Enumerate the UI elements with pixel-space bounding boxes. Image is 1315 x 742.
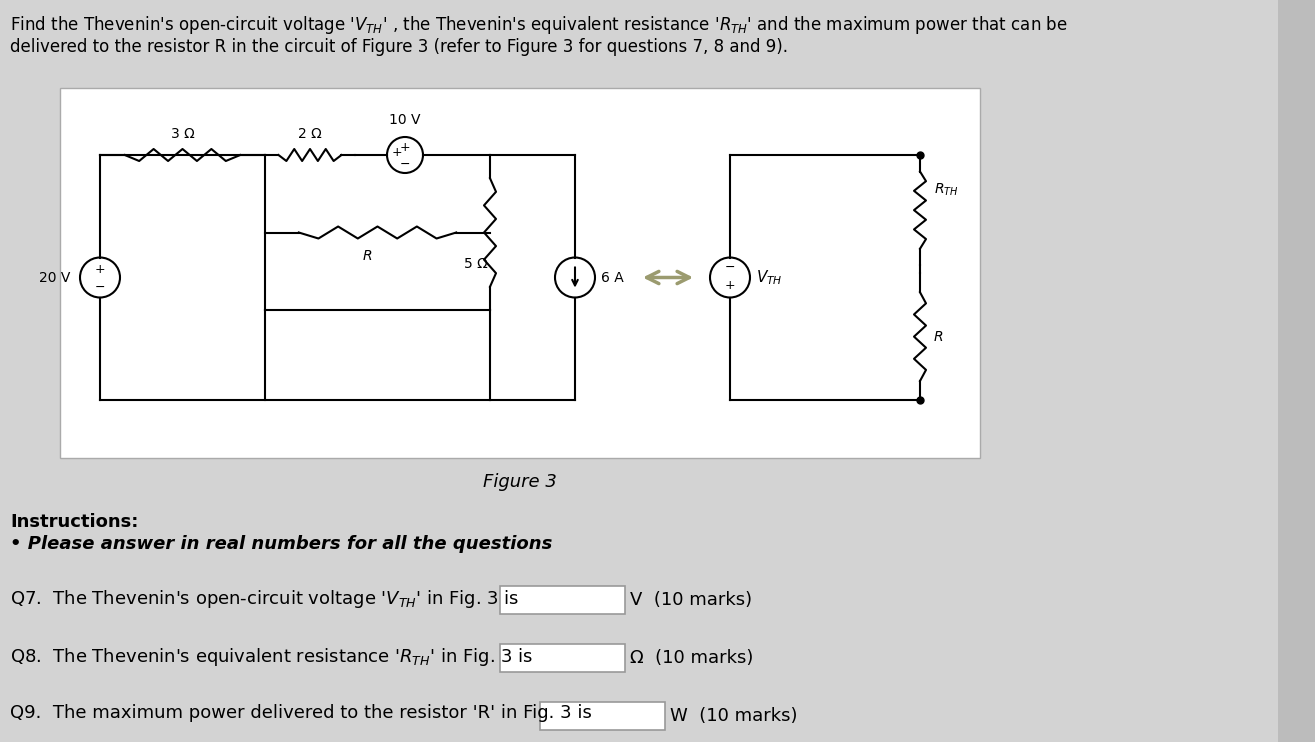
FancyBboxPatch shape xyxy=(540,702,665,730)
FancyBboxPatch shape xyxy=(500,644,625,672)
FancyBboxPatch shape xyxy=(1278,0,1315,742)
FancyBboxPatch shape xyxy=(500,586,625,614)
Text: Q8.  The Thevenin's equivalent resistance '$R_{TH}$' in Fig. 3 is: Q8. The Thevenin's equivalent resistance… xyxy=(11,646,533,668)
Text: Find the Thevenin's open-circuit voltage '$V_{TH}$' , the Thevenin's equivalent : Find the Thevenin's open-circuit voltage… xyxy=(11,14,1068,36)
Text: 5 Ω: 5 Ω xyxy=(464,257,488,272)
Text: 20 V: 20 V xyxy=(38,271,70,284)
Text: 6 A: 6 A xyxy=(601,271,623,284)
Text: 10 V: 10 V xyxy=(389,113,421,127)
FancyBboxPatch shape xyxy=(60,88,980,458)
Text: +: + xyxy=(400,141,410,154)
Text: Instructions:: Instructions: xyxy=(11,513,138,531)
Text: W  (10 marks): W (10 marks) xyxy=(671,707,797,725)
Text: R: R xyxy=(363,249,372,263)
Text: 2 Ω: 2 Ω xyxy=(299,127,322,141)
Text: Ω  (10 marks): Ω (10 marks) xyxy=(630,649,753,667)
Text: $V_{TH}$: $V_{TH}$ xyxy=(756,268,782,287)
Text: Q9.  The maximum power delivered to the resistor 'R' in Fig. 3 is: Q9. The maximum power delivered to the r… xyxy=(11,704,592,722)
Text: +: + xyxy=(95,263,105,275)
Text: R: R xyxy=(934,329,944,344)
Text: $R_{TH}$: $R_{TH}$ xyxy=(934,182,959,198)
Text: −: − xyxy=(400,157,410,171)
Text: V  (10 marks): V (10 marks) xyxy=(630,591,752,609)
Text: Q7.  The Thevenin's open-circuit voltage '$V_{TH}$' in Fig. 3 is: Q7. The Thevenin's open-circuit voltage … xyxy=(11,588,519,610)
Text: delivered to the resistor R in the circuit of Figure 3 (refer to Figure 3 for qu: delivered to the resistor R in the circu… xyxy=(11,38,788,56)
Text: +: + xyxy=(725,280,735,292)
Text: −: − xyxy=(725,261,735,274)
Text: −: − xyxy=(95,281,105,294)
Text: Figure 3: Figure 3 xyxy=(483,473,558,491)
Text: 3 Ω: 3 Ω xyxy=(171,127,195,141)
Text: • Please answer in real numbers for all the questions: • Please answer in real numbers for all … xyxy=(11,535,552,553)
Text: +: + xyxy=(392,146,402,160)
